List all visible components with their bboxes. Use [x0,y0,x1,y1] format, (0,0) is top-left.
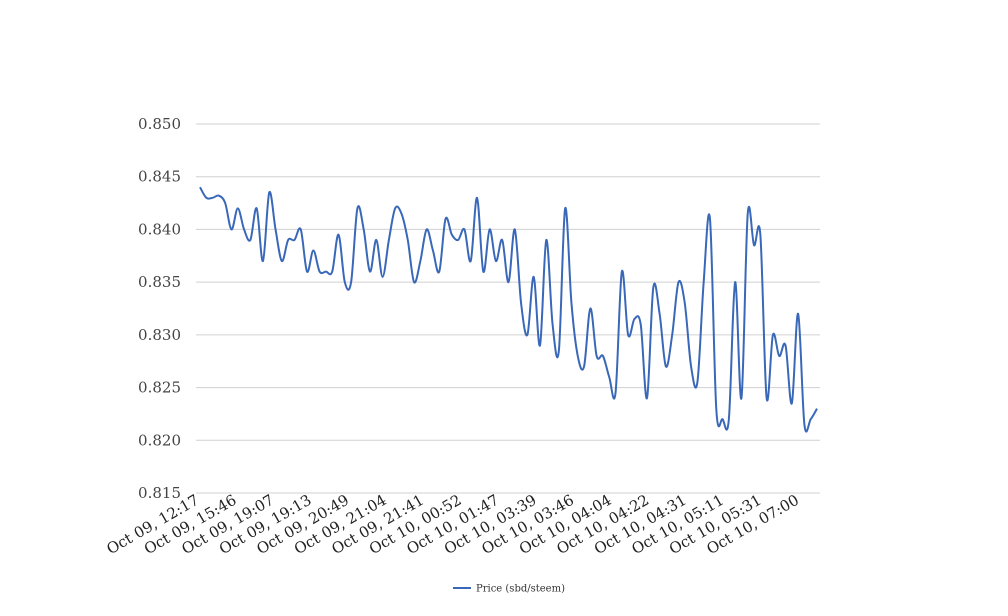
y-tick-label: 0.850 [138,115,181,133]
legend-label: Price (sbd/steem) [476,584,565,595]
y-tick-label: 0.840 [138,220,181,238]
legend: Price (sbd/steem) [453,584,565,595]
plot-area [199,186,818,433]
y-tick-label: 0.820 [138,431,181,449]
y-tick-label: 0.815 [138,484,181,502]
series-line-price [199,186,818,433]
y-tick-label: 0.825 [138,379,181,397]
y-axis-ticks: 0.815 0.820 0.825 0.830 0.835 0.840 0.845 0.850 [138,115,181,502]
gridlines [196,123,820,494]
y-tick-label: 0.830 [138,326,181,344]
y-tick-label: 0.835 [138,273,181,291]
y-tick-label: 0.845 [138,168,181,186]
